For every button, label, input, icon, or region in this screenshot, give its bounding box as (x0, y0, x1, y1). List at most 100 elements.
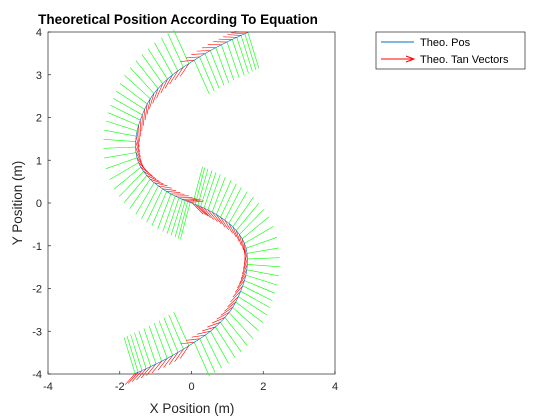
green-vector (192, 166, 203, 204)
y-tick-label: 2 (36, 113, 42, 125)
green-vector (224, 187, 242, 221)
tangent-vector (169, 70, 179, 85)
green-vector (157, 193, 172, 230)
tangent-vector (227, 296, 239, 307)
tangent-vector (231, 32, 245, 35)
green-vector (232, 197, 254, 227)
green-vector (109, 162, 139, 180)
x-axis-label: X Position (m) (150, 401, 235, 416)
green-vector (246, 269, 279, 277)
y-tick-label: -4 (32, 369, 42, 381)
green-vector (143, 328, 157, 365)
tangent-vector (138, 162, 150, 174)
green-vector (235, 203, 260, 231)
tangent-vector (187, 199, 202, 202)
tangent-vector (157, 358, 168, 371)
tangent-vector (195, 204, 206, 216)
green-vector (104, 152, 137, 159)
y-tick-label: 1 (36, 155, 42, 167)
green-vector (148, 325, 162, 362)
green-vector (105, 157, 138, 169)
y-tick-label: 3 (36, 70, 42, 82)
tangent-vector (227, 34, 242, 36)
tangent-vector (185, 198, 199, 201)
tangent-vector (235, 230, 242, 246)
green-vector (240, 290, 271, 308)
green-vector (177, 201, 188, 239)
x-tick-label: 2 (260, 381, 266, 393)
tangent-vector (156, 83, 163, 99)
tangent-vector (186, 338, 200, 341)
green-vector (228, 312, 254, 339)
tangent-vector (230, 290, 241, 303)
tangent-vector (160, 78, 168, 94)
green-vector (119, 83, 148, 105)
green-vector (195, 167, 206, 205)
tangent-vector (232, 226, 240, 242)
green-vector (161, 37, 179, 72)
tangent-vector (211, 317, 226, 324)
tangent-vector (180, 59, 195, 62)
tangent-vector (241, 238, 246, 255)
green-vector (141, 185, 159, 219)
tangent-vector (237, 274, 247, 289)
green-vector (180, 202, 191, 240)
tangent-vector (179, 345, 190, 359)
green-vector (138, 330, 152, 367)
green-vector (221, 44, 235, 81)
green-vector (193, 60, 210, 95)
tangent-vector (243, 253, 248, 270)
tangent-vector (151, 361, 162, 374)
green-vector (246, 247, 279, 254)
x-tick-label: -2 (115, 381, 125, 393)
green-vector (123, 337, 136, 374)
green-vector (204, 53, 220, 89)
green-vector (231, 39, 245, 76)
green-vector-field (103, 29, 280, 377)
green-vector (211, 176, 226, 213)
tangent-vector (240, 264, 248, 280)
green-vector (151, 191, 167, 226)
tangent-vector (140, 166, 153, 177)
x-tick-label: 4 (332, 381, 338, 393)
tangent-vector (244, 248, 247, 265)
tangent-vector (174, 67, 184, 81)
green-vector (114, 166, 142, 190)
green-vector (163, 317, 179, 353)
green-vector (220, 322, 242, 352)
green-vector (235, 301, 264, 323)
green-vector (197, 168, 209, 206)
tangent-vector (164, 74, 173, 89)
tangent-vector (239, 269, 248, 284)
tangent-vector (182, 198, 197, 200)
green-vector (105, 120, 138, 132)
tangent-vector (180, 63, 190, 77)
chart-title: Theoretical Position According To Equati… (38, 12, 318, 27)
tangent-vector (224, 219, 233, 234)
tangent-vector (223, 36, 237, 38)
green-vector (130, 334, 143, 371)
tangent-vector (136, 368, 147, 381)
green-vector (210, 50, 225, 86)
tangent-vector (216, 312, 230, 320)
tangent-vector (203, 207, 214, 220)
tangent-vector (140, 366, 152, 379)
green-vector (147, 48, 168, 80)
y-tick-label: -2 (32, 284, 42, 296)
tangent-vector (220, 217, 229, 231)
green-vector (216, 180, 232, 215)
green-vector (135, 60, 159, 89)
y-axis-ticks: -4 -3 -2 -1 0 1 2 3 4 (32, 27, 51, 381)
green-vector (158, 320, 173, 356)
green-vector (154, 42, 173, 75)
legend-box (375, 31, 526, 70)
green-vector (200, 170, 213, 207)
green-vector (116, 90, 145, 110)
x-tick-label: 0 (188, 381, 194, 393)
green-vector (162, 195, 176, 232)
tangent-vector (141, 114, 143, 132)
tangent-vector (196, 50, 211, 52)
tangent-vector (192, 203, 204, 215)
green-vector (245, 237, 278, 249)
